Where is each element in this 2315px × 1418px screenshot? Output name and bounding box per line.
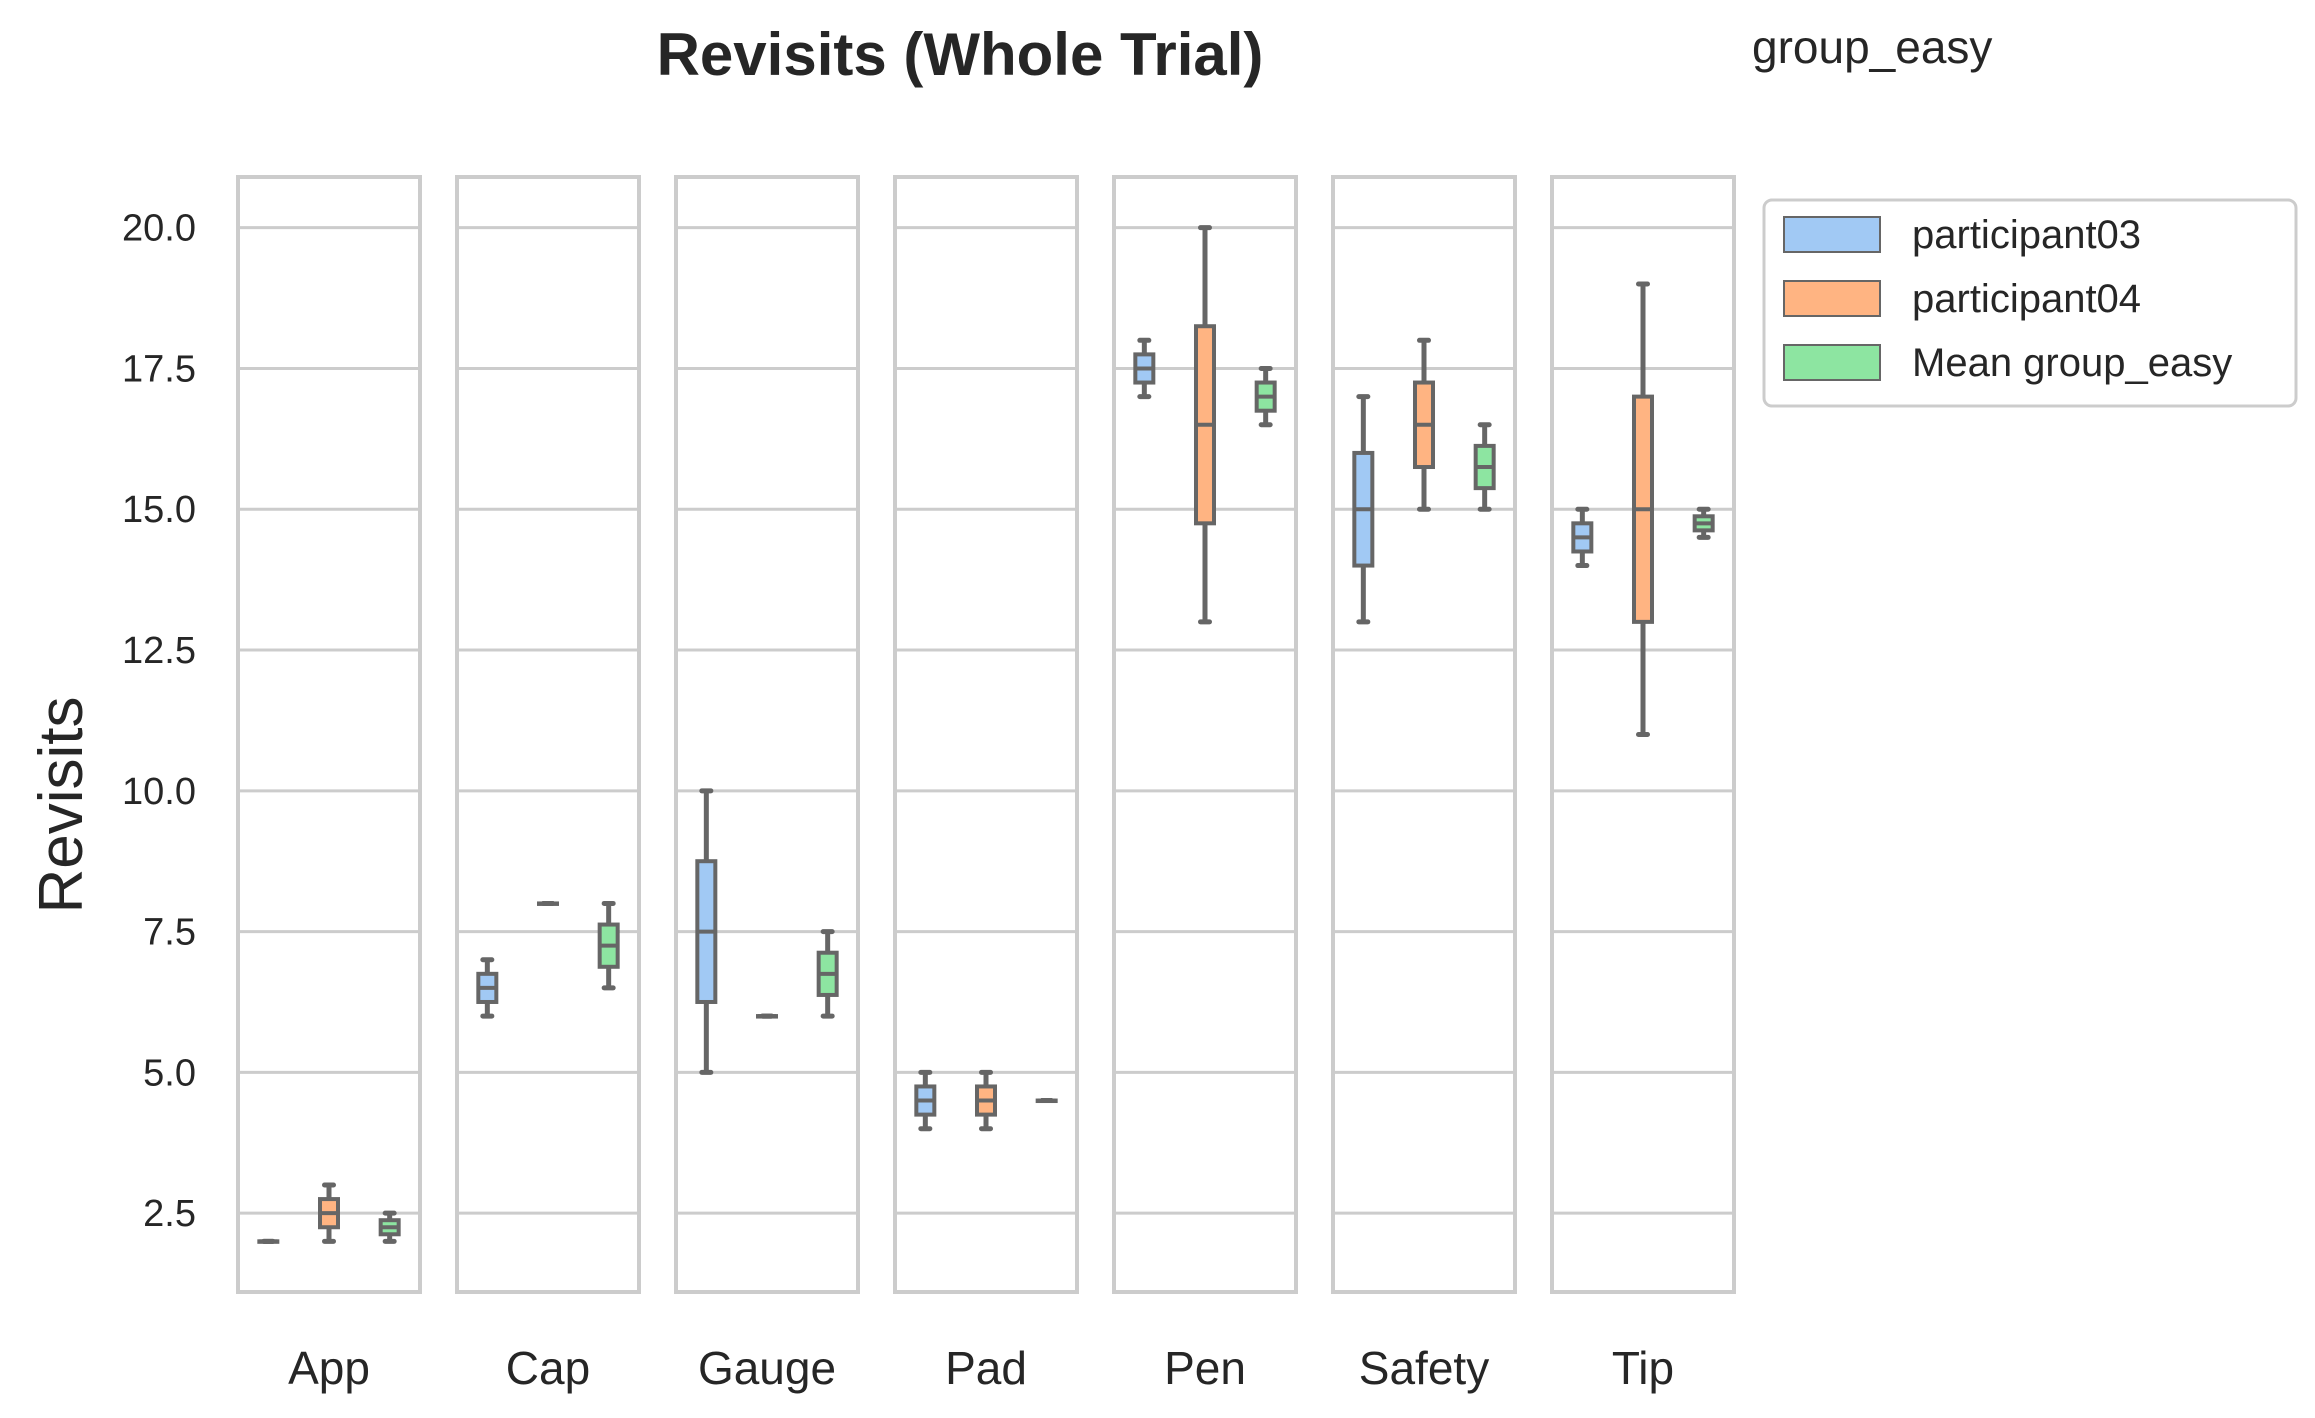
panel-frame-gauge: [674, 175, 860, 1294]
box-participant04-pad: [975, 1069, 997, 1132]
x-tick-label: Safety: [1359, 1342, 1489, 1394]
legend-label: Mean group_easy: [1912, 341, 2232, 385]
box-mean-group-easy-tip: [1692, 506, 1715, 540]
panel-frame-safety: [1331, 175, 1517, 1294]
legend-frame: [1762, 198, 2298, 408]
chart-subtitle: group_easy: [1752, 21, 1992, 73]
y-tick-label: 7.5: [143, 912, 196, 954]
panel-frame-app: [236, 175, 422, 1294]
legend-swatch-participant04: [1783, 280, 1881, 317]
y-tick-label: 12.5: [122, 630, 196, 672]
legend-swatch-mean-group-easy: [1783, 344, 1881, 381]
legend: participant03 participant04 Mean group_eas…: [1762, 198, 2298, 408]
panel-frame-pen: [1112, 175, 1298, 1294]
box-participant04-cap: [537, 900, 559, 906]
panel-frame-pad: [893, 175, 1079, 1294]
box-participant03-cap: [476, 957, 499, 1019]
y-tick-label: 15.0: [122, 489, 196, 531]
grid-layer: [238, 226, 1734, 1215]
x-tick-label: Cap: [506, 1342, 590, 1394]
box-participant03-tip: [1571, 506, 1594, 569]
x-tick-label: Tip: [1612, 1342, 1674, 1394]
box-mean-group-easy-pen: [1254, 365, 1277, 428]
y-tick-label: 2.5: [143, 1193, 196, 1235]
box-participant03-safety: [1352, 394, 1375, 625]
box-layer: [257, 225, 1715, 1244]
box-participant03-app: [257, 1238, 280, 1244]
box-mean-group-easy-pad: [1035, 1098, 1058, 1104]
y-axis-label: Revisits: [27, 696, 96, 913]
box-participant03-pad: [914, 1069, 937, 1132]
box-participant04-safety: [1413, 337, 1435, 512]
legend-swatch-participant03: [1783, 216, 1881, 253]
box-mean-group-easy-safety: [1473, 422, 1496, 512]
chart-title: Revisits (Whole Trial): [657, 21, 1264, 88]
x-tick-label: Pen: [1164, 1342, 1246, 1394]
x-tick-label: Pad: [945, 1342, 1027, 1394]
x-tick-labels: App Cap Gauge Pad Pen Safety Tip: [288, 1342, 1674, 1394]
box-mean-group-easy-gauge: [816, 929, 839, 1019]
box-participant03-pen: [1133, 337, 1156, 400]
y-tick-label: 10.0: [122, 771, 196, 813]
legend-label: participant04: [1912, 277, 2141, 321]
box-participant04-pen: [1194, 225, 1216, 625]
y-tick-label: 17.5: [122, 348, 196, 390]
x-tick-label: App: [288, 1342, 370, 1394]
box-participant04-app: [318, 1182, 340, 1244]
y-tick-label: 20.0: [122, 208, 196, 250]
legend-label: participant03: [1912, 213, 2141, 257]
box-mean-group-easy-app: [378, 1210, 401, 1244]
box-participant04-tip: [1632, 281, 1654, 737]
panel-frame-cap: [455, 175, 641, 1294]
y-tick-label: 5.0: [143, 1052, 196, 1094]
panel-frame-tip: [1550, 175, 1736, 1294]
box-mean-group-easy-cap: [597, 900, 620, 991]
y-tick-labels: 2.5 5.0 7.5 10.0 12.5 15.0 17.5 20.0: [122, 208, 196, 1235]
panel-frames: [236, 175, 1736, 1294]
x-tick-label: Gauge: [698, 1342, 836, 1394]
box-participant03-gauge: [695, 788, 718, 1075]
box-participant04-gauge: [756, 1013, 778, 1019]
